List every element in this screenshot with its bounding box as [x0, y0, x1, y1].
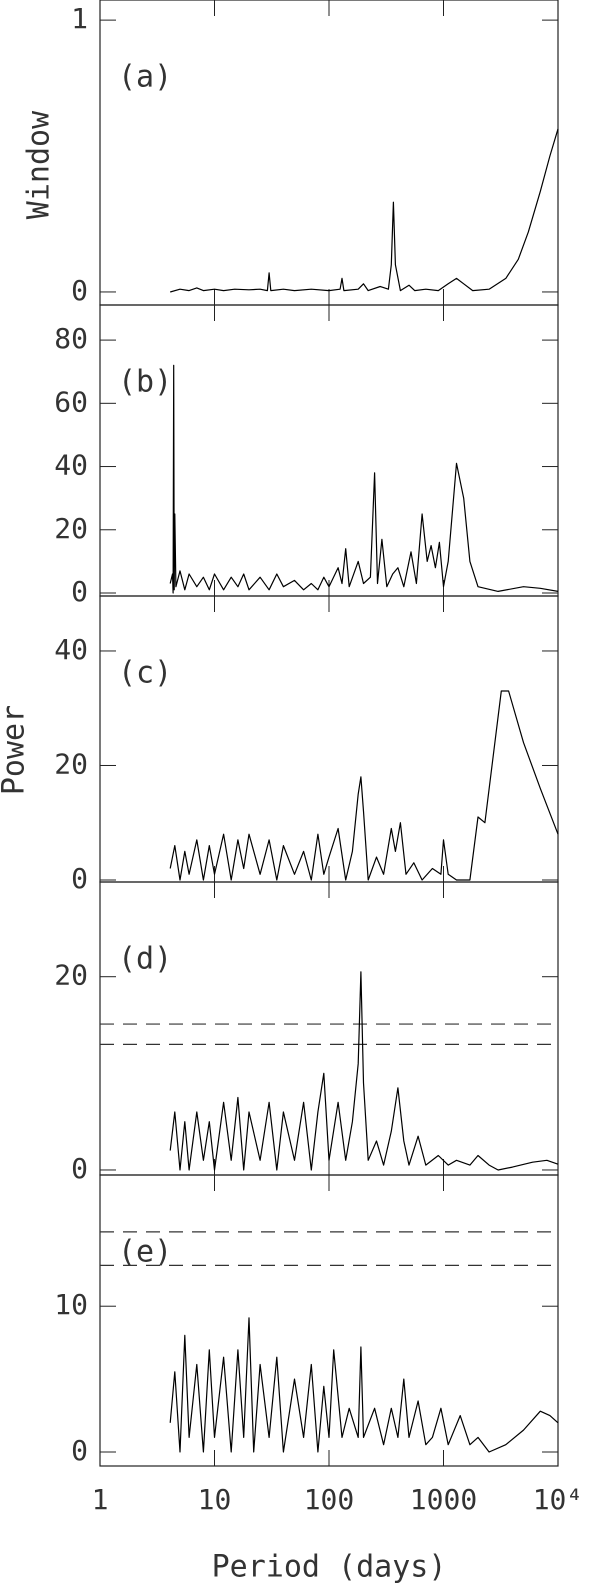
- panel: 0 10 1 10 100 1000 10⁴ (e) Period (days): [54, 1174, 584, 1585]
- x-tick-label: 1: [92, 1483, 109, 1516]
- y-tick-label: 0: [71, 274, 88, 307]
- panel-label: (b): [118, 365, 172, 400]
- panel-label: (e): [118, 1235, 172, 1270]
- y-tick-label: 80: [54, 322, 88, 355]
- panel-frame: [99, 304, 559, 597]
- panel: 0 1 (a) Window: [22, 0, 559, 307]
- x-tick-label: 10: [198, 1483, 232, 1516]
- y-tick-label: 40: [54, 633, 88, 666]
- y-tick-label: 1: [71, 2, 88, 35]
- periodogram-line: [169, 971, 559, 1171]
- y-tick-label: 60: [54, 385, 88, 418]
- panel-frame: [99, 0, 559, 306]
- panel: 0 20 (d): [54, 881, 559, 1185]
- x-axis-label: Period (days): [212, 1550, 447, 1585]
- panel-frame: [99, 595, 559, 883]
- y-tick-label: 0: [71, 575, 88, 608]
- y-tick-label: 40: [54, 449, 88, 482]
- y-axis-label: Power: [0, 705, 32, 795]
- y-tick-label: 10: [54, 1288, 88, 1321]
- panel: 0 20 40 60 80 (b): [54, 304, 559, 608]
- y-tick-label: 0: [71, 1152, 88, 1185]
- y-tick-label: 20: [54, 747, 88, 780]
- panel-frame: [99, 1174, 559, 1467]
- y-tick-label: 0: [71, 1434, 88, 1467]
- x-tick-label: 100: [304, 1483, 355, 1516]
- y-tick-label: 0: [71, 862, 88, 895]
- panel-label: (d): [118, 942, 172, 977]
- x-tick-label: 1000: [410, 1483, 477, 1516]
- x-tick-label: 10⁴: [533, 1483, 584, 1516]
- periodogram-line: [169, 690, 559, 881]
- y-axis-label: Window: [22, 110, 57, 219]
- periodogram-line: [169, 1317, 559, 1453]
- panel-label: (c): [118, 656, 172, 691]
- periodogram-line: [169, 364, 559, 594]
- y-tick-label: 20: [54, 959, 88, 992]
- panel-frame: [99, 881, 559, 1176]
- y-tick-label: 20: [54, 512, 88, 545]
- panel-label: (a): [118, 60, 172, 95]
- panel: 0 20 40 (c) Power: [0, 595, 559, 895]
- periodogram-line: [170, 128, 559, 293]
